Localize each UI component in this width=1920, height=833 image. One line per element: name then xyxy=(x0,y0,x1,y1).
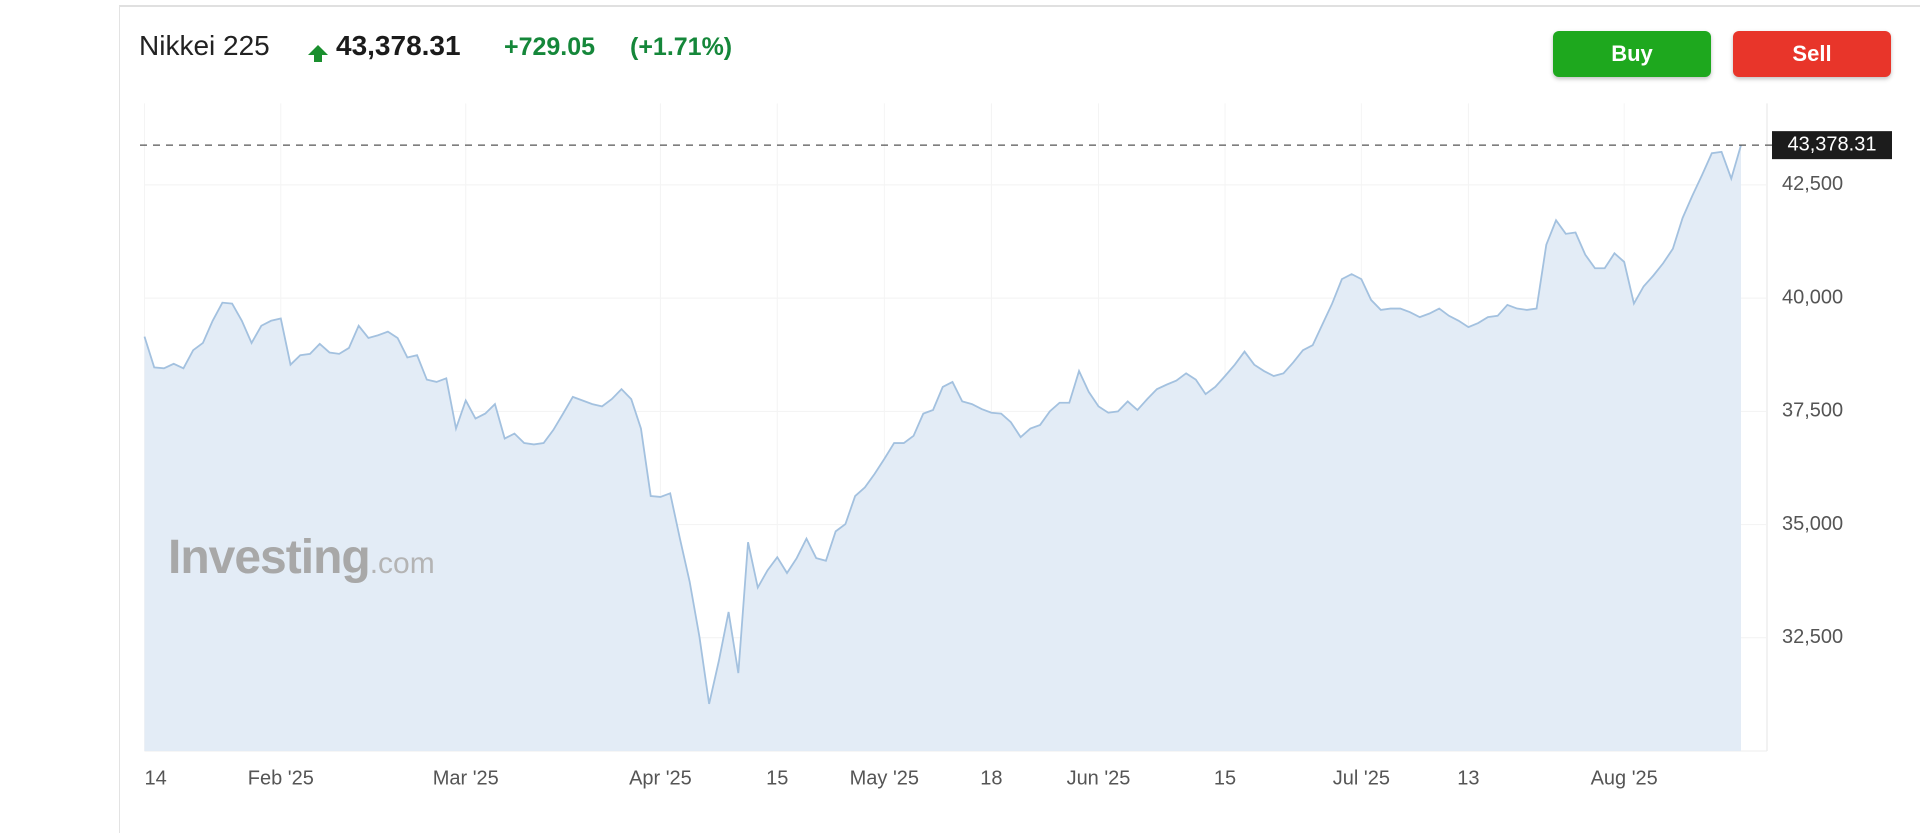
x-tick-label: Jul '25 xyxy=(1333,767,1390,789)
x-tick-label: 13 xyxy=(1457,767,1479,789)
watermark: Investing.com xyxy=(168,530,435,585)
x-tick-label: 15 xyxy=(766,767,788,789)
y-tick-label: 37,500 xyxy=(1782,400,1843,422)
x-tick-label: Mar '25 xyxy=(433,767,499,789)
change-percent: (+1.71%) xyxy=(630,33,733,61)
x-tick-label: May '25 xyxy=(850,767,919,789)
x-tick-label: Aug '25 xyxy=(1591,767,1658,789)
y-tick-label: 32,500 xyxy=(1782,626,1843,648)
price: 43,378.31 xyxy=(336,30,461,61)
sell-button[interactable]: Sell xyxy=(1733,31,1891,77)
x-tick-label: Feb '25 xyxy=(248,767,314,789)
x-tick-label: 14 xyxy=(145,767,167,789)
buy-button[interactable]: Buy xyxy=(1553,31,1711,77)
watermark-domain: .com xyxy=(369,547,435,580)
y-tick-label: 35,000 xyxy=(1782,513,1843,535)
x-tick-label: 15 xyxy=(1214,767,1236,789)
y-tick-label: 40,000 xyxy=(1782,286,1843,308)
frame xyxy=(119,5,1920,833)
area-fill xyxy=(144,145,1741,751)
index-name: Nikkei 225 xyxy=(139,30,270,61)
price-line xyxy=(143,144,1742,705)
watermark-brand: Investing xyxy=(168,531,371,584)
y-tick-label: 42,500 xyxy=(1782,173,1843,195)
x-tick-label: 18 xyxy=(980,767,1002,789)
x-tick-label: Jun '25 xyxy=(1067,767,1131,789)
change: +729.05 xyxy=(504,33,596,61)
last-price-box xyxy=(1772,131,1892,160)
x-tick-label: Apr '25 xyxy=(629,767,692,789)
last-price-label: 43,378.31 xyxy=(1788,133,1877,155)
